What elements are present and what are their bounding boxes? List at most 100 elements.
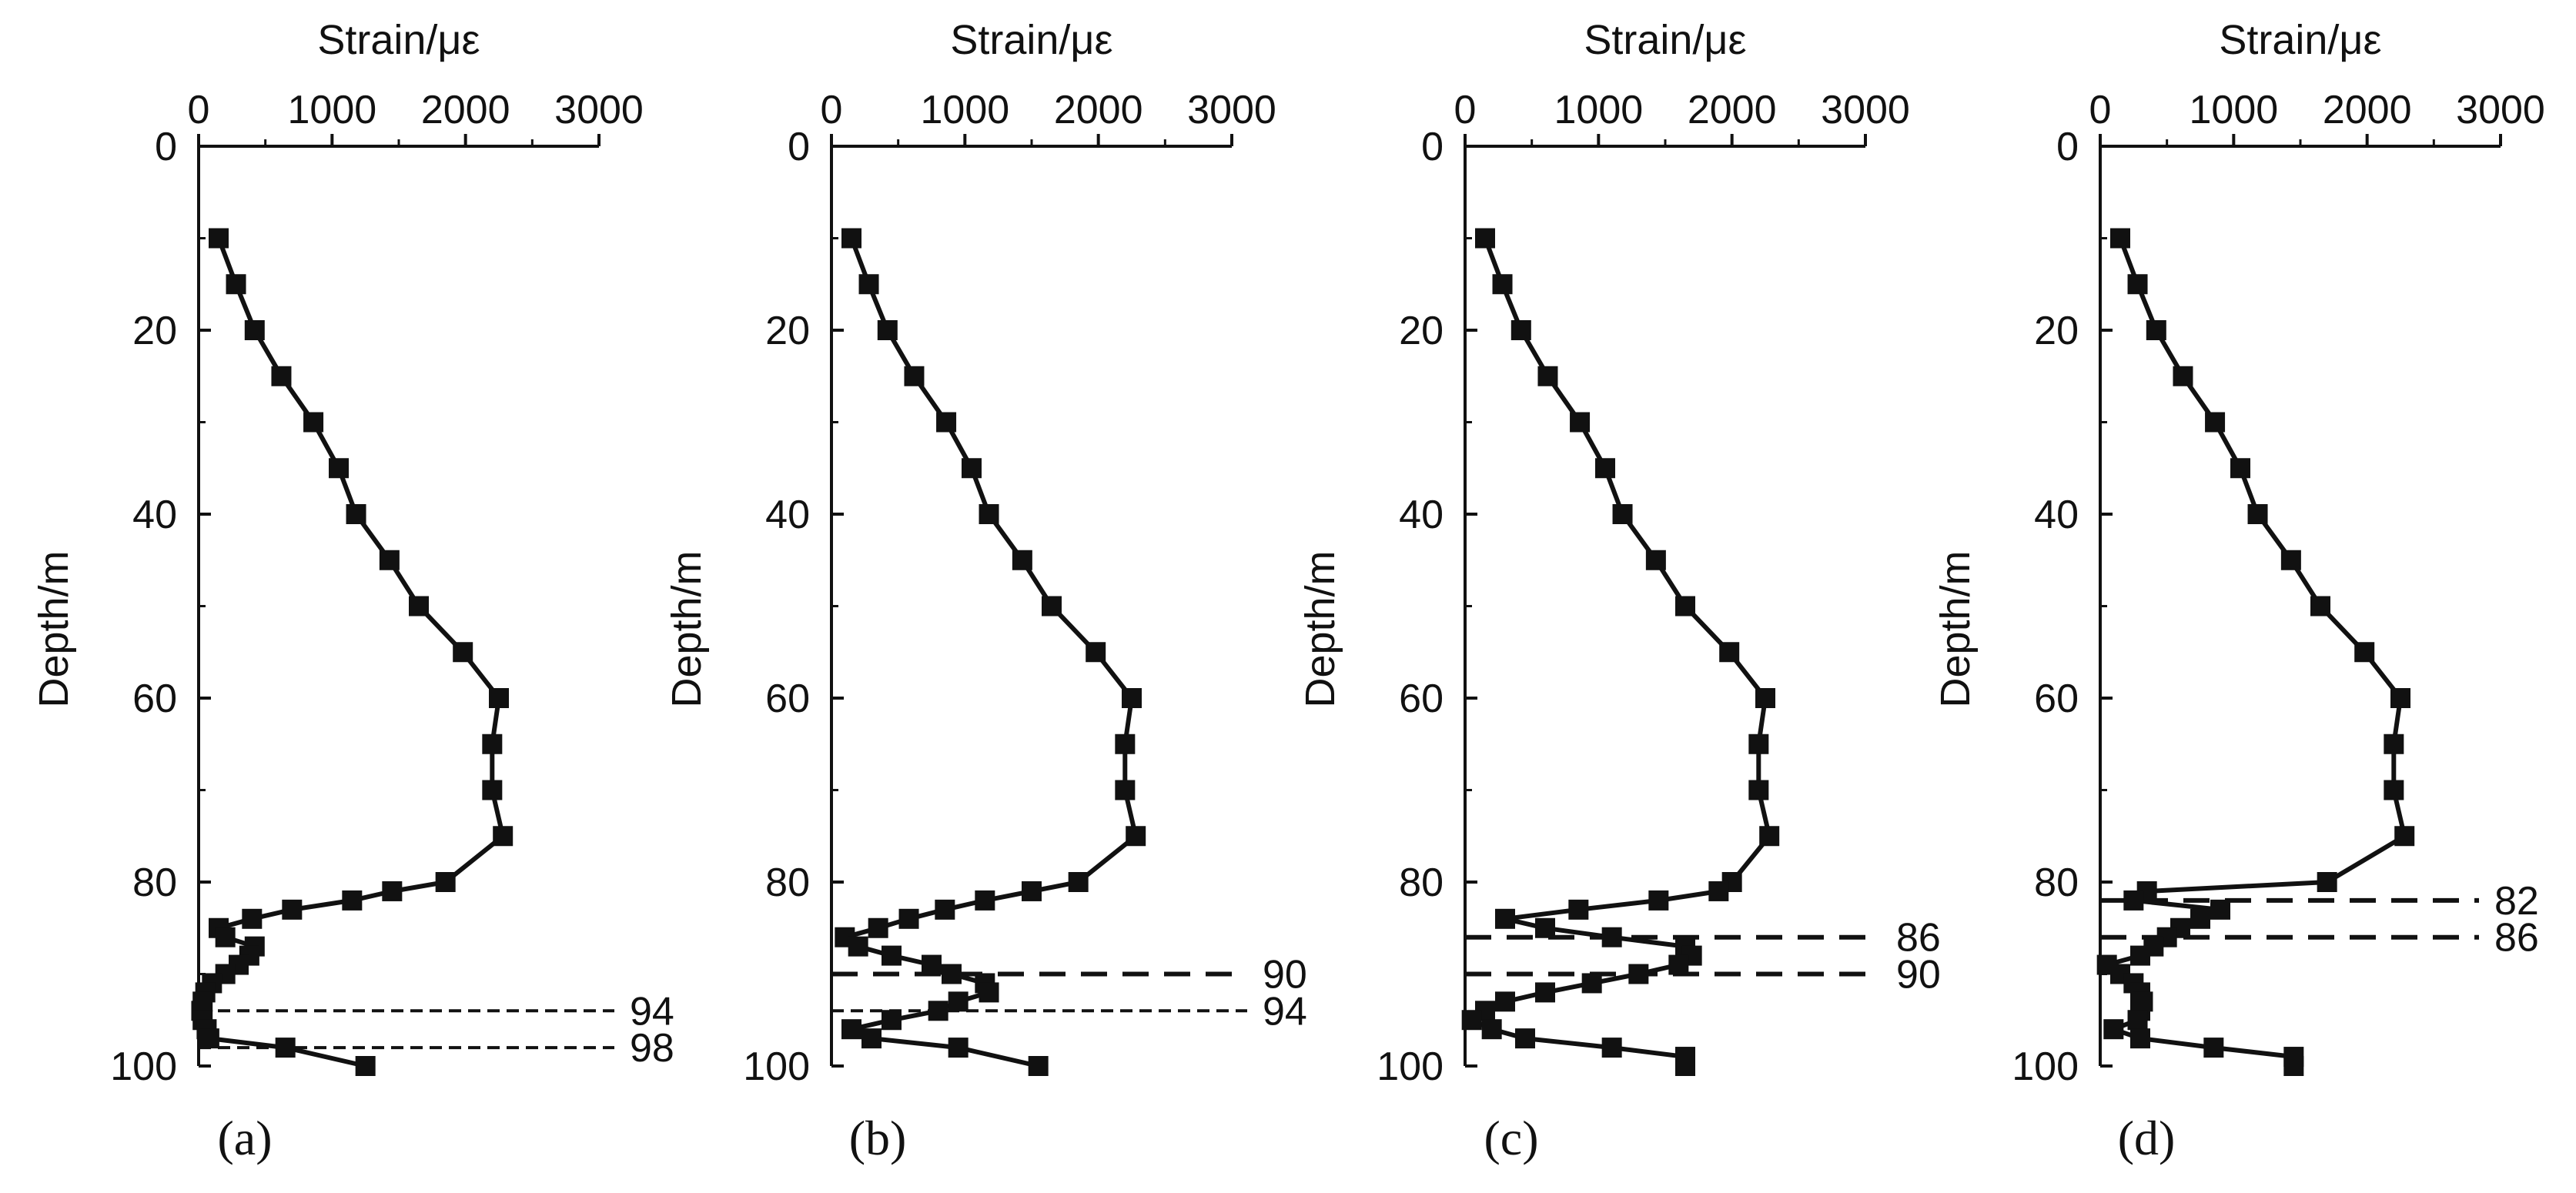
data-point bbox=[2127, 274, 2148, 295]
data-point bbox=[2317, 872, 2337, 892]
data-point bbox=[1675, 596, 1695, 617]
y-tick-label: 80 bbox=[1399, 860, 1444, 905]
x-tick-label: 2000 bbox=[421, 88, 510, 132]
data-point bbox=[935, 899, 955, 920]
data-point bbox=[979, 982, 999, 1003]
reference-line-label: 94 bbox=[1263, 989, 1307, 1034]
data-point bbox=[2103, 1019, 2124, 1040]
data-point bbox=[1068, 872, 1089, 892]
data-point bbox=[841, 228, 861, 249]
data-point bbox=[2230, 458, 2250, 479]
reference-line-label: 94 bbox=[630, 989, 674, 1034]
data-point bbox=[1510, 320, 1531, 340]
data-point bbox=[1628, 964, 1649, 984]
data-point bbox=[2384, 734, 2404, 754]
data-point bbox=[1568, 899, 1589, 920]
data-point bbox=[2354, 642, 2375, 663]
data-point bbox=[482, 780, 503, 800]
panel-b: 0 1000 2000 3000 0 20 40 60 80 100 Strain/με Depth/… bbox=[664, 17, 1307, 1165]
x-axis-title: Strain/με bbox=[317, 17, 480, 63]
data-point bbox=[1012, 550, 1032, 570]
data-point bbox=[1708, 881, 1729, 901]
data-point bbox=[877, 320, 898, 340]
data-point bbox=[841, 1019, 861, 1040]
data-point bbox=[209, 228, 229, 249]
x-tick-label: 0 bbox=[1454, 88, 1477, 132]
data-point bbox=[482, 734, 503, 754]
data-point bbox=[1022, 881, 1042, 901]
data-point bbox=[858, 274, 879, 295]
y-tick-label: 60 bbox=[1399, 677, 1444, 721]
data-point bbox=[282, 899, 303, 920]
data-point bbox=[242, 908, 263, 929]
data-point bbox=[2203, 1038, 2224, 1058]
data-point bbox=[303, 412, 324, 433]
data-point bbox=[861, 1028, 882, 1049]
reference-line-label: 98 bbox=[630, 1026, 674, 1071]
data-point bbox=[882, 1010, 902, 1031]
data-point bbox=[1475, 228, 1495, 249]
panel-d: 0 1000 2000 3000 0 20 40 60 80 100 Strain/με Depth/… bbox=[1932, 17, 2545, 1165]
data-point bbox=[1755, 688, 1775, 708]
y-tick-label: 80 bbox=[132, 860, 177, 905]
data-point bbox=[2190, 908, 2210, 929]
data-point bbox=[382, 881, 403, 901]
data-point bbox=[2130, 945, 2150, 966]
data-point bbox=[1537, 366, 1558, 386]
y-tick-label: 20 bbox=[132, 309, 177, 353]
panel-label: (a) bbox=[217, 1111, 272, 1165]
data-point bbox=[948, 991, 969, 1012]
data-point bbox=[1515, 1028, 1535, 1049]
x-tick-label: 3000 bbox=[2456, 88, 2545, 132]
x-axis-title: Strain/με bbox=[950, 17, 1112, 63]
data-point bbox=[2123, 890, 2144, 911]
data-point bbox=[1645, 550, 1666, 570]
y-tick-label: 40 bbox=[132, 493, 177, 537]
data-point bbox=[1535, 982, 1555, 1003]
y-axis-title: Depth/m bbox=[31, 550, 77, 707]
x-tick-label: 2000 bbox=[1688, 88, 1777, 132]
reference-line-label: 86 bbox=[2494, 916, 2539, 961]
data-point bbox=[979, 504, 999, 524]
data-point bbox=[275, 1038, 296, 1058]
data-point bbox=[1595, 458, 1615, 479]
y-tick-label: 60 bbox=[765, 677, 810, 721]
panel-label: (c) bbox=[1484, 1111, 1538, 1165]
x-axis-title: Strain/με bbox=[2219, 17, 2381, 63]
data-point bbox=[2205, 412, 2226, 433]
data-point bbox=[1122, 688, 1142, 708]
x-tick-label: 1000 bbox=[287, 88, 376, 132]
y-tick-label: 40 bbox=[765, 493, 810, 537]
data-point bbox=[1492, 274, 1513, 295]
data-point bbox=[342, 890, 363, 911]
x-tick-label: 0 bbox=[821, 88, 843, 132]
y-tick-label: 100 bbox=[110, 1044, 177, 1089]
y-tick-label: 100 bbox=[743, 1044, 810, 1089]
data-point bbox=[1675, 1056, 1695, 1076]
y-axis-title: Depth/m bbox=[664, 550, 710, 707]
data-point bbox=[1086, 642, 1106, 663]
y-tick-label: 100 bbox=[2012, 1044, 2079, 1089]
data-point bbox=[942, 964, 962, 984]
data-point bbox=[1461, 1010, 1482, 1031]
y-tick-label: 100 bbox=[1377, 1044, 1444, 1089]
reference-line-label: 90 bbox=[1263, 953, 1307, 998]
data-point bbox=[346, 504, 366, 524]
data-point bbox=[493, 826, 514, 847]
x-tick-label: 0 bbox=[188, 88, 210, 132]
data-point bbox=[2280, 550, 2301, 570]
data-point bbox=[948, 1038, 969, 1058]
data-point bbox=[898, 908, 919, 929]
data-point bbox=[1601, 927, 1622, 947]
data-point bbox=[848, 936, 868, 957]
x-tick-label: 3000 bbox=[554, 88, 644, 132]
data-point bbox=[379, 550, 400, 570]
data-point bbox=[435, 872, 456, 892]
data-point bbox=[882, 945, 902, 966]
data-point bbox=[904, 366, 925, 386]
reference-line-label: 90 bbox=[1896, 953, 1941, 998]
x-tick-label: 0 bbox=[2089, 88, 2112, 132]
panel-label: (d) bbox=[2118, 1111, 2176, 1165]
data-point bbox=[2210, 899, 2230, 920]
